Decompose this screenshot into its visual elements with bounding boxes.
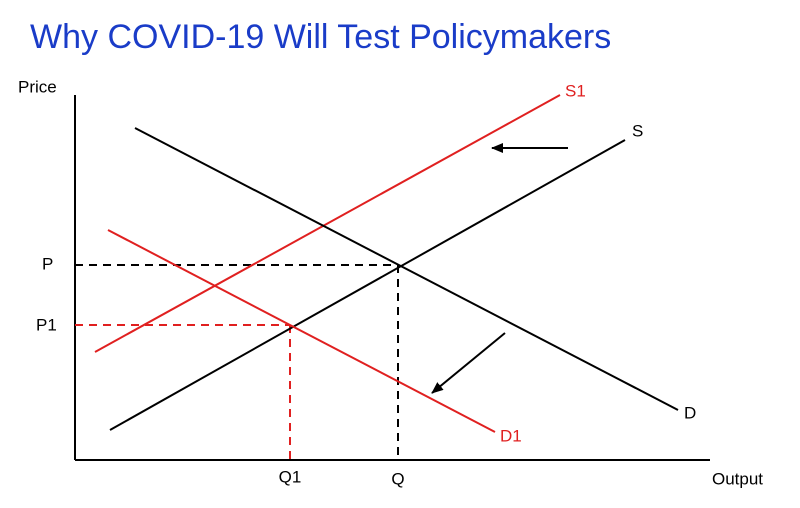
shifted-demand-curve <box>107 229 496 433</box>
supply-curve <box>109 139 626 431</box>
supply-label: S <box>632 121 643 140</box>
shifted-supply-curve <box>94 94 561 353</box>
shifted-demand-label: D1 <box>500 426 522 445</box>
p1-label: P1 <box>36 315 57 334</box>
shifted-supply-label: S1 <box>565 81 586 100</box>
x-axis-label: Output <box>712 469 763 488</box>
demand-shift-arrow <box>431 332 506 394</box>
title: Why COVID-19 Will Test Policymakers <box>30 18 611 56</box>
p-label: P <box>42 254 53 273</box>
demand-label: D <box>684 403 696 422</box>
q1-label: Q1 <box>279 467 302 486</box>
q-label: Q <box>391 469 404 488</box>
y-axis-label: Price <box>18 77 57 96</box>
demand-curve <box>134 127 679 411</box>
